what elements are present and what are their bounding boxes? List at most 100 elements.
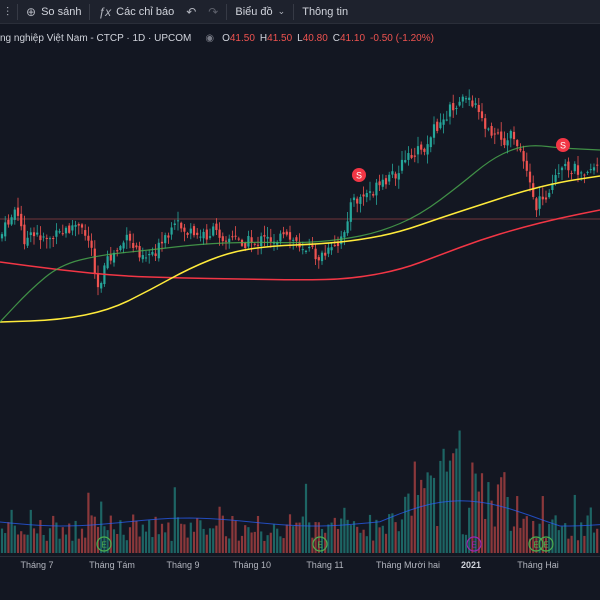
candle-body — [4, 222, 7, 237]
candle-body — [477, 104, 480, 113]
volume-bar — [333, 517, 336, 553]
volume-bar — [452, 453, 455, 553]
volume-bar — [180, 523, 183, 553]
volume-bar — [349, 525, 352, 553]
volume-bar — [205, 534, 208, 553]
candle-body — [320, 252, 324, 262]
volume-bar — [215, 525, 218, 553]
chevron-down-icon: ⌄ — [277, 6, 286, 16]
ma-yellow-line — [0, 175, 600, 323]
candle-body — [333, 245, 336, 247]
candle-body — [362, 194, 365, 197]
candle-body — [429, 137, 432, 148]
volume-bar — [311, 537, 314, 553]
candle-body — [503, 138, 506, 146]
volume-bar — [308, 522, 311, 553]
candle-body — [148, 253, 151, 256]
candle-body — [391, 171, 394, 175]
candle-body — [304, 250, 308, 253]
volume-bar — [221, 515, 224, 553]
volume-bar — [535, 537, 538, 553]
volume-bar — [272, 524, 276, 553]
compare-button[interactable]: ⊕ So sánh — [20, 0, 87, 24]
candle-body — [279, 233, 282, 242]
candle-body — [151, 251, 154, 255]
hide-indicator-icon[interactable]: ◉ — [205, 32, 215, 44]
candle-body — [77, 224, 80, 226]
earnings-marker-label: E — [101, 541, 106, 550]
volume-bar — [32, 528, 36, 553]
candle-body — [221, 236, 224, 242]
candle-body — [292, 239, 295, 241]
candle-body — [186, 232, 189, 235]
top-toolbar: ⫶ ⊕ So sánh ƒx Các chỉ báo ↶ ↷ Biểu đồ ⌄… — [0, 0, 600, 24]
candle-body — [368, 191, 372, 193]
volume-bar — [93, 516, 96, 553]
tick-label: Tháng 9 — [166, 560, 200, 570]
candle-body — [295, 237, 298, 241]
volume-bar — [247, 527, 250, 553]
info-button[interactable]: Thông tin — [296, 0, 354, 24]
candle-body — [388, 174, 391, 182]
volume-bar — [128, 527, 132, 553]
volume-bar — [474, 473, 477, 553]
volume-bar — [388, 514, 391, 553]
candle-body — [324, 252, 327, 256]
volume-bar — [106, 530, 109, 553]
symbol-title: ng nghiệp Việt Nam - CTCP · 1D · UPCOM — [0, 32, 192, 44]
candle-body — [512, 131, 516, 140]
volume-bar — [400, 519, 404, 553]
candle-body — [39, 235, 42, 241]
candle-body — [455, 107, 458, 109]
candle-body — [432, 124, 436, 138]
candle-body — [282, 232, 285, 235]
candle-body — [375, 182, 378, 196]
volume-bar — [192, 531, 196, 553]
candle-body — [16, 207, 20, 216]
candle-body — [42, 236, 45, 238]
undo-button[interactable]: ↶ — [180, 0, 202, 24]
volume-bar — [352, 521, 356, 553]
volume-bar — [493, 526, 496, 553]
candle-body — [516, 140, 519, 147]
redo-button[interactable]: ↷ — [202, 0, 224, 24]
tick-label: Tháng Tám — [89, 560, 135, 570]
earnings-marker — [96, 536, 112, 552]
candle-body — [378, 181, 381, 186]
candle-body — [68, 225, 71, 233]
volume-bar — [212, 528, 215, 553]
volume-bar — [13, 525, 16, 553]
time-axis[interactable]: Tháng 7 Tháng Tám Tháng 9 Tháng 10 Tháng… — [0, 556, 600, 572]
candle-body — [36, 232, 39, 235]
change-value: -0.50 (-1.20%) — [370, 32, 434, 44]
candle-body — [128, 233, 132, 241]
volume-bar — [564, 523, 567, 553]
volume-bar — [80, 528, 84, 553]
candle-body — [317, 257, 320, 261]
indicators-button[interactable]: ƒx Các chỉ báo — [92, 0, 180, 24]
bar-style-button[interactable]: ⫶ — [0, 0, 15, 24]
close-value: 41.10 — [340, 32, 366, 44]
earnings-marker-label: E — [317, 541, 322, 550]
candles-icon: ⫶ — [6, 4, 10, 19]
chart-type-button[interactable]: Biểu đồ ⌄ — [229, 0, 291, 24]
volume-bar — [384, 533, 388, 553]
volume-bar — [592, 532, 596, 553]
volume-bar — [26, 534, 29, 553]
volume-bar — [464, 534, 468, 553]
candle-body — [218, 229, 221, 238]
candle-body — [74, 224, 77, 227]
volume-bar — [509, 530, 512, 553]
candle-body — [231, 236, 234, 238]
volume-bar — [461, 534, 464, 553]
volume-bar — [122, 534, 125, 553]
volume-bar — [135, 520, 138, 553]
volume-bar — [423, 488, 426, 553]
volume-bar — [551, 519, 554, 553]
candle-body — [180, 222, 183, 229]
volume-bar — [580, 522, 583, 553]
toolbar-divider — [293, 3, 295, 20]
volume-bar — [336, 528, 340, 553]
toolbar-divider — [226, 3, 228, 20]
